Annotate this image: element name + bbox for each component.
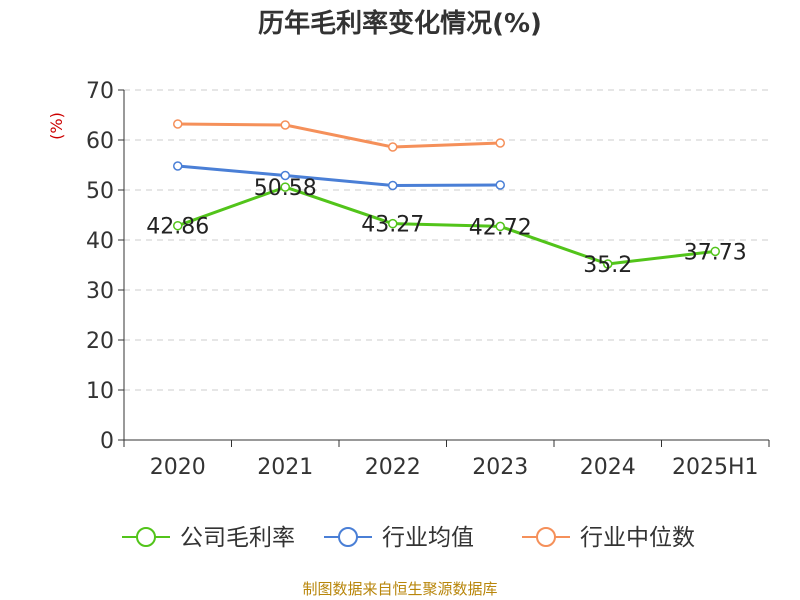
chart-title: 历年毛利率变化情况(%) xyxy=(258,8,542,39)
grid-lines xyxy=(124,89,769,391)
data-point xyxy=(280,170,290,181)
data-label: 37.73 xyxy=(684,240,747,265)
data-point xyxy=(495,138,505,148)
x-tick-label: 2020 xyxy=(150,455,206,480)
y-tick-label: 60 xyxy=(86,129,114,154)
legend-marker xyxy=(338,527,358,547)
data-label: 50.58 xyxy=(254,176,317,201)
legend-label: 行业均值 xyxy=(382,525,474,551)
y-tick-label: 10 xyxy=(86,379,114,404)
y-tick-label: 20 xyxy=(86,329,114,354)
y-axis-unit-label: (%) xyxy=(47,112,66,140)
legend-label: 公司毛利率 xyxy=(180,525,295,551)
data-point xyxy=(280,182,290,192)
data-label: 35.2 xyxy=(583,253,632,278)
y-tick-label: 30 xyxy=(86,279,114,304)
data-point xyxy=(603,259,613,269)
data-point xyxy=(495,221,505,232)
data-point xyxy=(388,142,398,152)
y-tick-label: 40 xyxy=(86,229,114,254)
legend: 公司毛利率 行业均值 行业中位数 xyxy=(122,525,695,551)
data-point xyxy=(173,161,183,171)
data-point xyxy=(495,180,505,190)
x-tick-label: 2021 xyxy=(257,455,313,480)
y-tick-label: 0 xyxy=(100,429,114,454)
data-labels: 42.86 50.58 43.27 42.72 35.2 37.73 xyxy=(146,176,746,278)
data-point xyxy=(173,119,183,129)
data-point xyxy=(388,218,398,229)
data-label: 42.86 xyxy=(146,215,209,240)
axes: 0 10 20 30 40 50 60 70 2020 2021 2022 2023 2024 2025H… xyxy=(86,79,770,480)
x-tick-label: 2025H1 xyxy=(672,455,759,480)
series-line xyxy=(177,122,501,149)
x-tick-label: 2023 xyxy=(472,455,528,480)
data-label: 42.72 xyxy=(469,215,532,240)
series-line xyxy=(177,185,716,266)
legend-label: 行业中位数 xyxy=(580,525,695,551)
x-tick-label: 2022 xyxy=(365,455,421,480)
data-point xyxy=(280,120,290,130)
data-point xyxy=(388,180,398,191)
y-tick-label: 50 xyxy=(86,179,114,204)
legend-marker xyxy=(136,527,156,547)
data-point xyxy=(173,220,183,231)
x-tick-label: 2024 xyxy=(580,455,636,480)
data-point xyxy=(710,246,720,257)
legend-marker xyxy=(536,527,556,547)
data-label: 43.27 xyxy=(361,213,424,238)
series-group xyxy=(173,119,720,269)
series-line xyxy=(177,164,501,187)
source-note: 制图数据来自恒生聚源数据库 xyxy=(302,580,497,598)
y-tick-label: 70 xyxy=(86,79,114,104)
